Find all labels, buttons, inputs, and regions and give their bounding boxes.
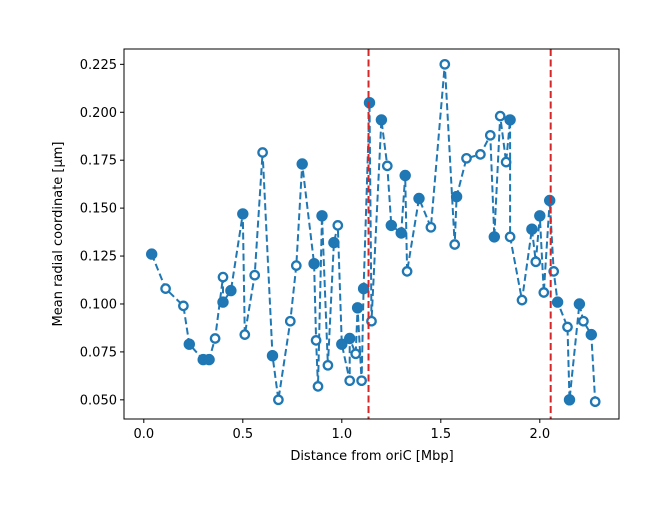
data-point <box>146 248 158 260</box>
y-axis-label: Mean radial coordinate [μm] <box>51 142 66 327</box>
x-tick-label: 0.0 <box>133 427 154 442</box>
data-point <box>439 58 451 70</box>
data-point <box>209 333 221 344</box>
data-point <box>203 353 215 366</box>
data-point <box>225 284 237 297</box>
data-point <box>266 350 279 362</box>
data-point <box>217 271 229 283</box>
data-point <box>563 394 576 406</box>
axes: 0.0 0.5 1.0 1.5 2.0 0.050 0.075 0.100 0.125 0.150… <box>80 48 620 442</box>
data-point <box>273 394 284 406</box>
data-point <box>356 375 367 387</box>
y-tick-label: 0.050 <box>80 393 117 408</box>
data-point <box>322 359 334 371</box>
data-point <box>494 110 506 122</box>
data-point <box>237 208 249 220</box>
x-tick-label: 0.5 <box>232 427 253 442</box>
data-point <box>461 152 472 164</box>
data-point <box>500 156 512 168</box>
data-point <box>530 256 542 268</box>
data-point <box>526 223 538 235</box>
data-point <box>296 158 308 170</box>
data-point <box>538 287 550 298</box>
data-point <box>160 283 171 294</box>
data-point <box>475 149 486 160</box>
data-point <box>450 190 463 203</box>
data-point <box>284 315 296 327</box>
data-point <box>328 236 340 249</box>
data-point <box>589 396 601 408</box>
data-point <box>484 129 496 141</box>
data-point <box>310 335 322 346</box>
data-point <box>290 260 302 271</box>
data-point <box>344 375 356 387</box>
y-tick-label: 0.200 <box>80 106 117 121</box>
data-point <box>504 114 516 126</box>
data-point <box>578 315 589 327</box>
y-tick-label: 0.100 <box>80 297 117 312</box>
data-point <box>516 294 528 306</box>
data-point <box>350 348 362 360</box>
data-point <box>357 282 370 295</box>
y-tick-label: 0.175 <box>80 154 117 169</box>
data-point <box>449 239 461 250</box>
x-tick-label: 1.0 <box>331 427 352 442</box>
data-point <box>395 227 407 239</box>
x-tick-label: 2.0 <box>529 427 550 442</box>
data-point <box>401 266 413 277</box>
data-point <box>332 220 344 231</box>
data-point <box>425 221 437 233</box>
data-point <box>585 328 597 341</box>
y-tick-label: 0.150 <box>80 202 117 217</box>
data-point <box>336 338 348 350</box>
data-point <box>488 231 500 243</box>
data-point <box>257 147 268 158</box>
data-point <box>316 210 328 222</box>
x-tick-label: 1.5 <box>430 427 451 442</box>
plot-frame <box>123 48 620 420</box>
data-point <box>385 219 397 232</box>
data-point <box>413 192 425 205</box>
data-point <box>504 231 516 243</box>
data-point <box>375 114 388 126</box>
data-point <box>551 296 564 308</box>
y-tick-label: 0.125 <box>80 250 117 265</box>
data-point <box>183 338 196 350</box>
series-line <box>150 64 597 402</box>
data-point <box>178 300 189 312</box>
data-point <box>562 321 573 333</box>
data-point <box>312 381 324 392</box>
data-point <box>381 160 393 172</box>
data-point <box>249 269 261 281</box>
data-point <box>534 210 546 222</box>
data-point <box>239 329 251 340</box>
data-point <box>308 258 320 270</box>
y-tick-label: 0.225 <box>80 58 117 73</box>
data-point <box>399 169 411 182</box>
data-point <box>217 296 229 308</box>
x-axis-label: Distance from oriC [Mbp] <box>290 449 453 464</box>
data-point <box>573 298 586 310</box>
data-point <box>344 332 356 345</box>
y-tick-label: 0.075 <box>80 345 117 360</box>
data-layer <box>146 49 601 419</box>
data-point <box>351 302 364 314</box>
